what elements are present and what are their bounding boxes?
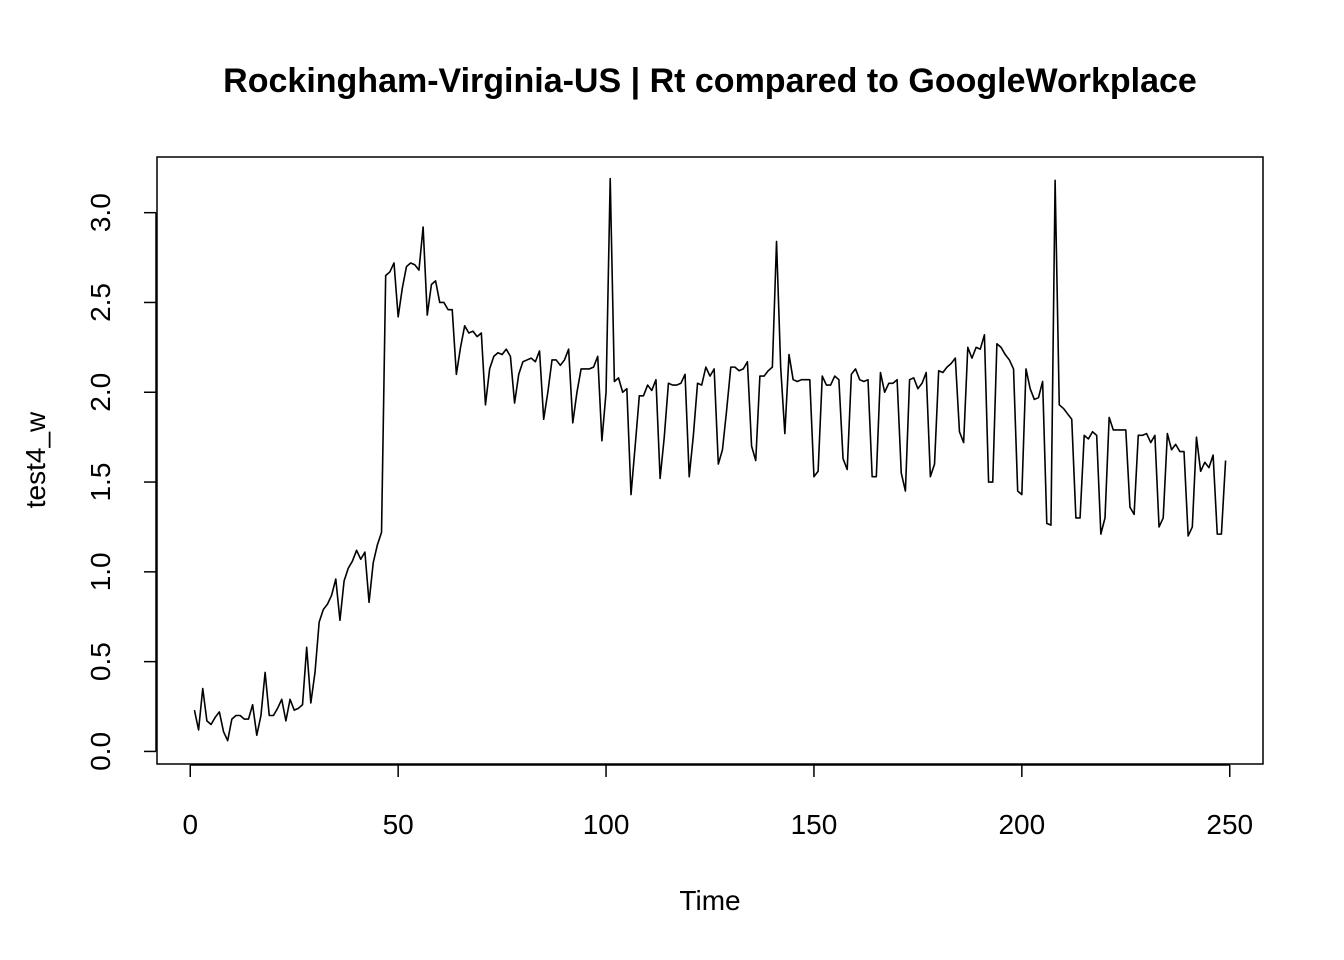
y-tick-label: 1.0 xyxy=(85,552,116,591)
y-tick-label: 2.5 xyxy=(85,283,116,322)
x-tick-label: 200 xyxy=(998,809,1045,840)
x-tick-label: 50 xyxy=(383,809,414,840)
series-line xyxy=(193,177,1227,742)
y-axis: 0.0 0.5 1.0 1.5 2.0 2.5 3.0 xyxy=(85,193,157,771)
y-tick-label: 0.0 xyxy=(85,732,116,771)
y-tick-label: 2.0 xyxy=(85,373,116,412)
y-tick-label: 3.0 xyxy=(85,193,116,232)
x-tick-label: 100 xyxy=(583,809,630,840)
y-tick-label: 1.5 xyxy=(85,463,116,502)
x-tick-label: 0 xyxy=(182,809,198,840)
x-tick-label: 150 xyxy=(791,809,838,840)
chart-title: Rockingham-Virginia-US | Rt compared to … xyxy=(223,62,1197,100)
x-axis-label: Time xyxy=(679,885,740,916)
y-tick-label: 0.5 xyxy=(85,642,116,681)
x-tick-label: 250 xyxy=(1206,809,1253,840)
plot-frame xyxy=(156,156,1264,765)
y-axis-label: test4_w xyxy=(20,411,51,508)
x-axis: 0 50 100 150 200 250 xyxy=(182,764,1253,840)
